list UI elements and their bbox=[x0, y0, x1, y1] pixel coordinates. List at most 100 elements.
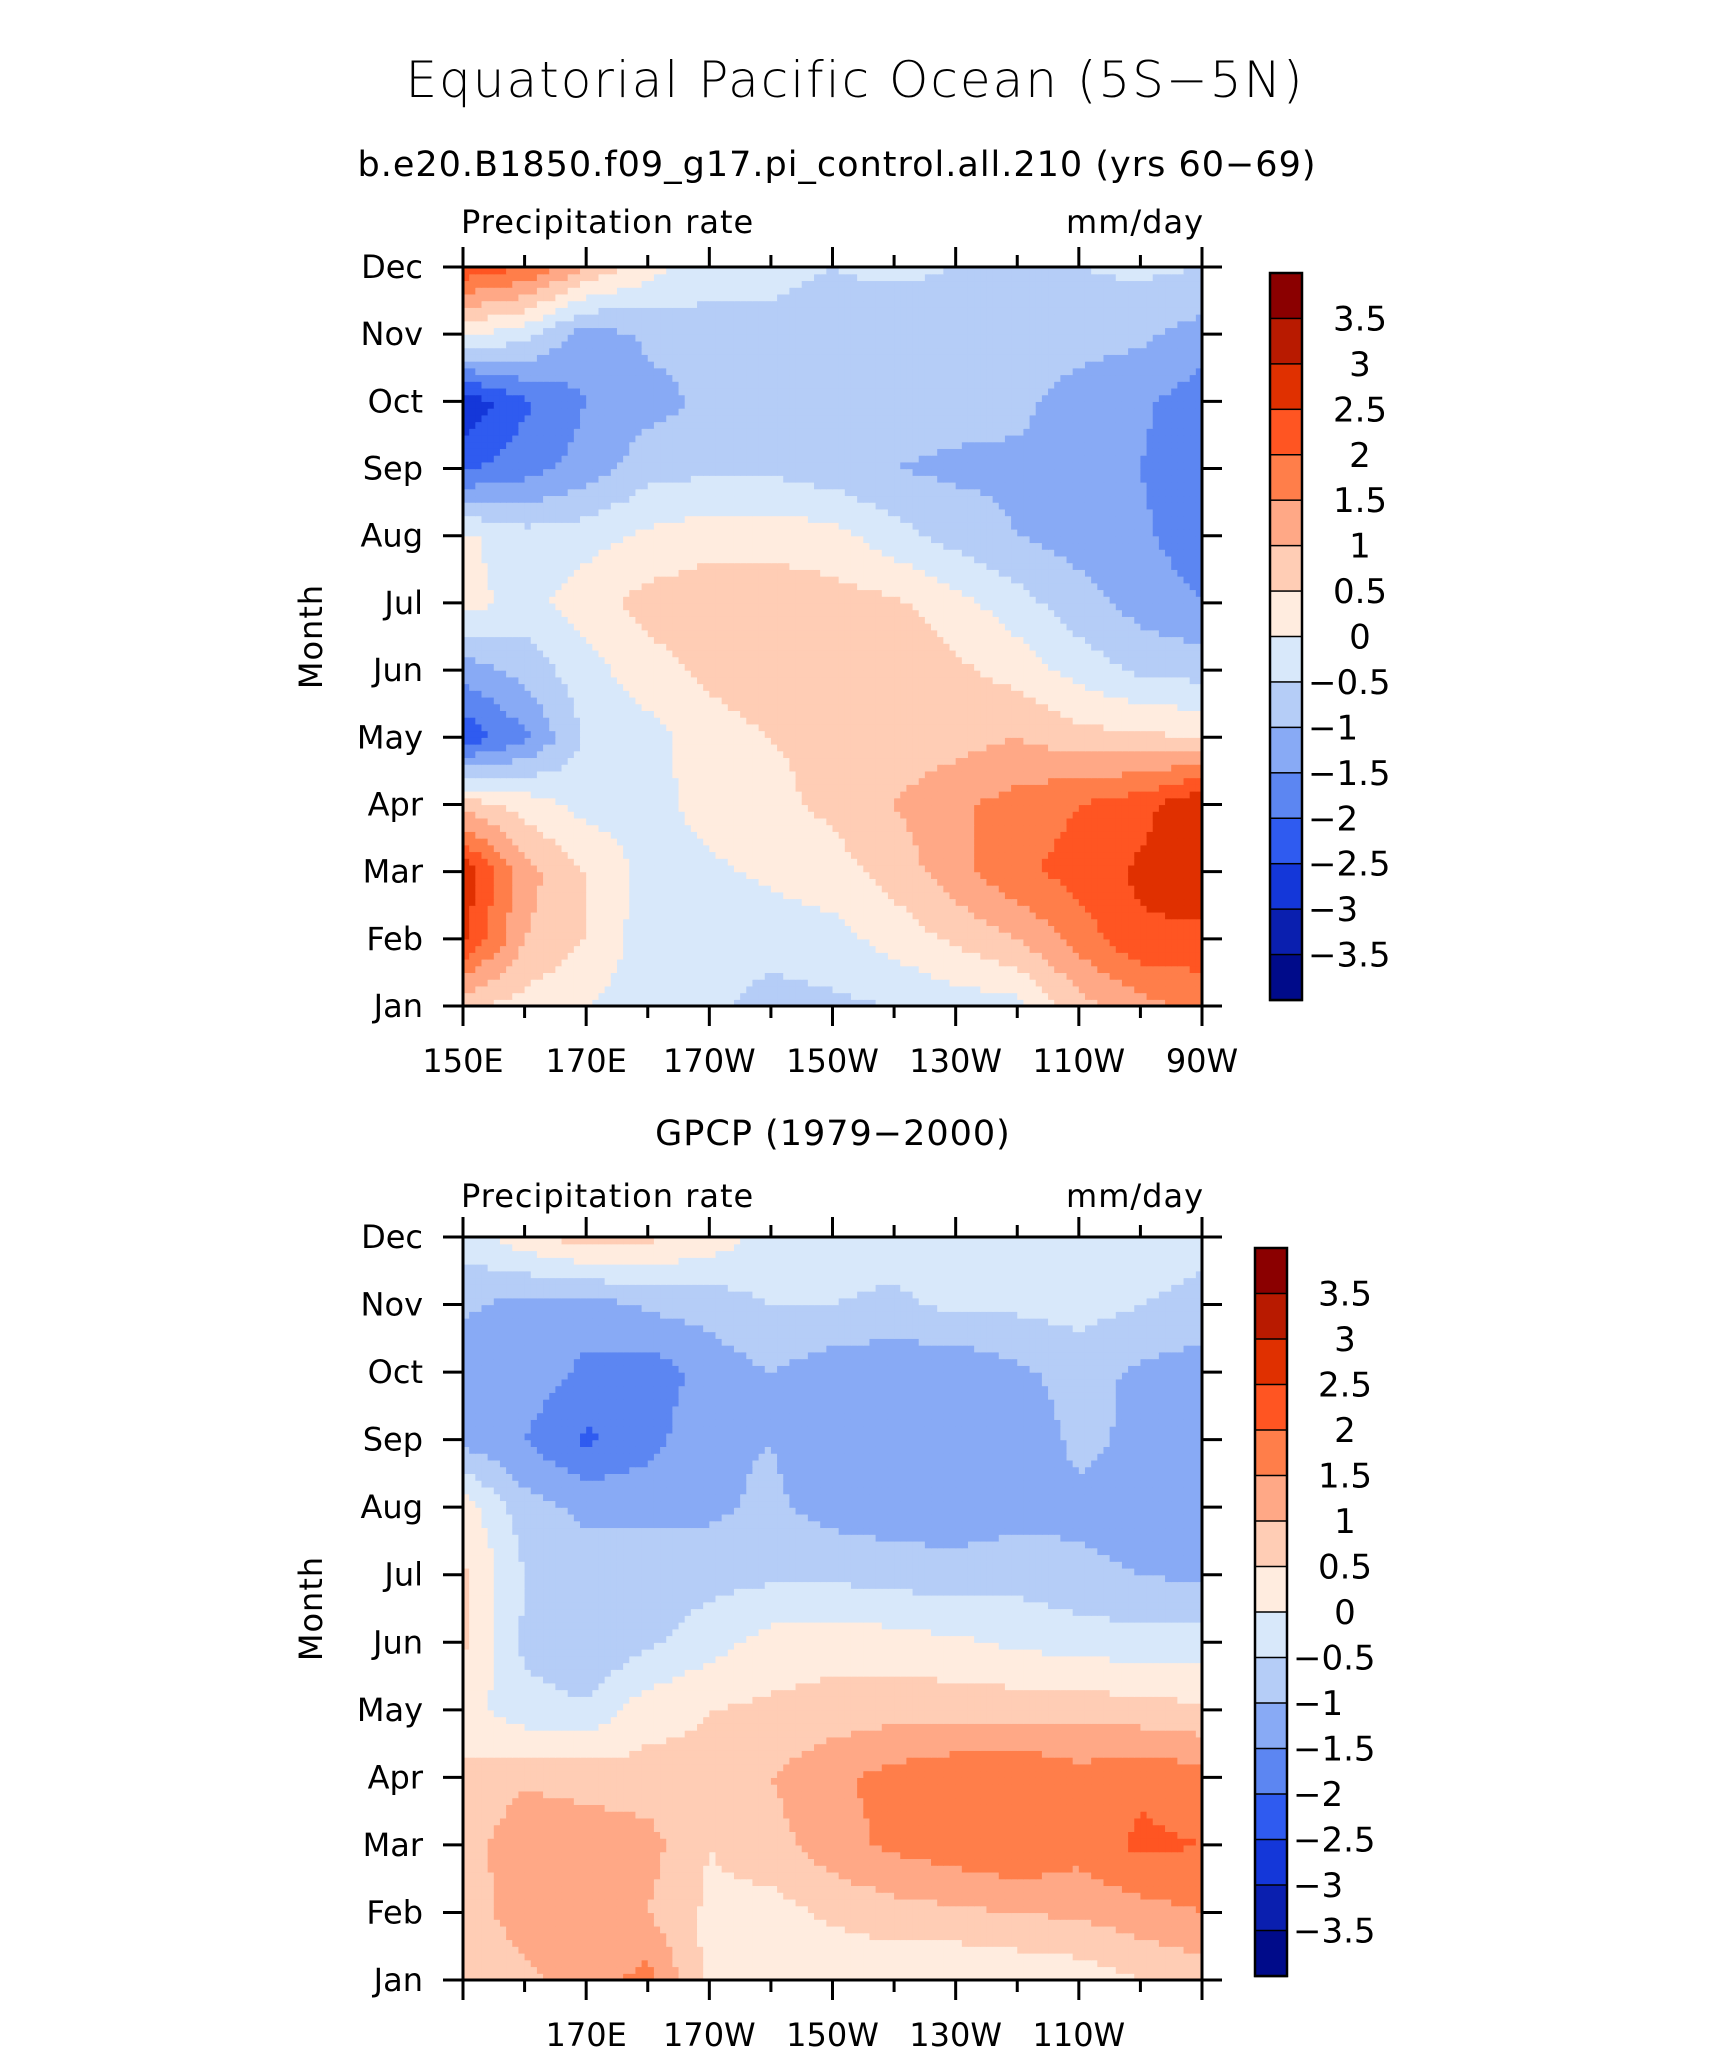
heatmap-cell bbox=[937, 770, 944, 779]
heatmap-cell bbox=[481, 797, 489, 806]
heatmap-cell bbox=[463, 979, 470, 987]
heatmap-cell bbox=[684, 972, 692, 980]
heatmap-cell bbox=[672, 891, 680, 900]
heatmap-cell bbox=[1165, 885, 1172, 893]
heatmap-cell bbox=[518, 965, 526, 974]
heatmap-cell bbox=[647, 777, 655, 785]
heatmap-cell bbox=[1084, 838, 1092, 846]
heatmap-cell bbox=[684, 791, 692, 799]
heatmap-cell bbox=[906, 985, 914, 994]
heatmap-cell bbox=[709, 730, 717, 738]
heatmap-cell bbox=[974, 777, 981, 785]
heatmap-cell bbox=[777, 911, 784, 920]
heatmap-cell bbox=[733, 737, 741, 745]
panel-title: b.e20.B1850.f09_g17.pi_control.all.210 (… bbox=[358, 145, 1317, 185]
heatmap-cell bbox=[850, 838, 858, 846]
heatmap-cell bbox=[555, 871, 563, 879]
heatmap-cell bbox=[666, 831, 673, 839]
heatmap-cell bbox=[986, 972, 994, 980]
heatmap-cell bbox=[1134, 952, 1142, 960]
heatmap-cell bbox=[1109, 838, 1117, 846]
heatmap-cell bbox=[844, 791, 852, 799]
heatmap-cell bbox=[832, 743, 840, 752]
heatmap-cell bbox=[1195, 764, 1202, 772]
heatmap-cell bbox=[746, 932, 754, 940]
heatmap-cell bbox=[623, 757, 630, 765]
heatmap-cell bbox=[629, 885, 637, 893]
heatmap-cell bbox=[740, 958, 747, 967]
heatmap-cell bbox=[820, 925, 827, 933]
heatmap-cell bbox=[1091, 838, 1098, 846]
heatmap-cell bbox=[924, 864, 932, 873]
heatmap-cell bbox=[961, 972, 969, 980]
heatmap-cell bbox=[592, 932, 600, 940]
heatmap-cell bbox=[666, 844, 673, 853]
heatmap-cell bbox=[820, 891, 827, 900]
heatmap-cell bbox=[764, 757, 772, 765]
heatmap-cell bbox=[549, 730, 556, 738]
heatmap-cell bbox=[543, 851, 550, 859]
heatmap-cell bbox=[506, 737, 513, 745]
heatmap-cell bbox=[752, 737, 760, 745]
heatmap-cell bbox=[653, 878, 661, 886]
heatmap-cell bbox=[493, 723, 501, 732]
heatmap-cell bbox=[838, 958, 846, 967]
heatmap-cell bbox=[814, 864, 821, 873]
heatmap-cell bbox=[1072, 844, 1080, 853]
heatmap-cell bbox=[727, 918, 735, 926]
heatmap-cell bbox=[1115, 784, 1123, 792]
heatmap-cell bbox=[721, 938, 729, 947]
heatmap-cell bbox=[666, 804, 673, 812]
heatmap-cell bbox=[770, 851, 778, 859]
heatmap-cell bbox=[1183, 757, 1191, 765]
heatmap-cell bbox=[697, 952, 704, 960]
heatmap-cell bbox=[752, 757, 760, 765]
heatmap-cell bbox=[1048, 797, 1055, 806]
heatmap-cell bbox=[1097, 824, 1105, 832]
heatmap-cell bbox=[1048, 871, 1055, 879]
heatmap-cell bbox=[783, 932, 790, 940]
heatmap-cell bbox=[740, 797, 747, 806]
heatmap-cell bbox=[1017, 999, 1025, 1006]
heatmap-cell bbox=[1091, 824, 1098, 832]
heatmap-cell bbox=[949, 985, 957, 994]
heatmap-cell bbox=[1128, 844, 1135, 853]
heatmap-cell bbox=[1152, 764, 1160, 772]
heatmap-cell bbox=[1023, 851, 1031, 859]
heatmap-cell bbox=[1140, 932, 1148, 940]
heatmap-cell bbox=[506, 770, 513, 779]
heatmap-cell bbox=[1091, 898, 1098, 906]
heatmap-cell bbox=[1029, 938, 1037, 947]
heatmap-cell bbox=[1091, 985, 1098, 994]
heatmap-cell bbox=[844, 958, 852, 967]
heatmap-cell bbox=[475, 730, 483, 738]
heatmap-cell bbox=[770, 992, 778, 1000]
heatmap-cell bbox=[937, 791, 944, 799]
heatmap-cell bbox=[1066, 844, 1074, 853]
heatmap-cell bbox=[1084, 817, 1092, 826]
heatmap-cell bbox=[623, 777, 630, 785]
heatmap-cell bbox=[758, 918, 766, 926]
heatmap-cell bbox=[1121, 757, 1129, 765]
heatmap-cell bbox=[586, 925, 593, 933]
heatmap-cell bbox=[493, 945, 501, 953]
heatmap-cell bbox=[1189, 804, 1197, 812]
heatmap-cell bbox=[967, 878, 975, 886]
heatmap-cell bbox=[561, 791, 569, 799]
heatmap-cell bbox=[1017, 817, 1025, 826]
heatmap-cell bbox=[592, 871, 600, 879]
heatmap-cell bbox=[518, 898, 526, 906]
heatmap-cell bbox=[1109, 730, 1117, 738]
heatmap-cell bbox=[586, 764, 593, 772]
heatmap-cell bbox=[900, 730, 907, 738]
heatmap-cell bbox=[709, 784, 717, 792]
heatmap-cell bbox=[635, 737, 643, 745]
heatmap-cell bbox=[604, 952, 612, 960]
heatmap-cell bbox=[721, 757, 729, 765]
heatmap-cell bbox=[604, 911, 612, 920]
heatmap-cell bbox=[1084, 885, 1092, 893]
heatmap-cell bbox=[875, 737, 883, 745]
heatmap-cell bbox=[1189, 898, 1197, 906]
heatmap-cell bbox=[610, 851, 618, 859]
heatmap-cell bbox=[740, 750, 747, 759]
